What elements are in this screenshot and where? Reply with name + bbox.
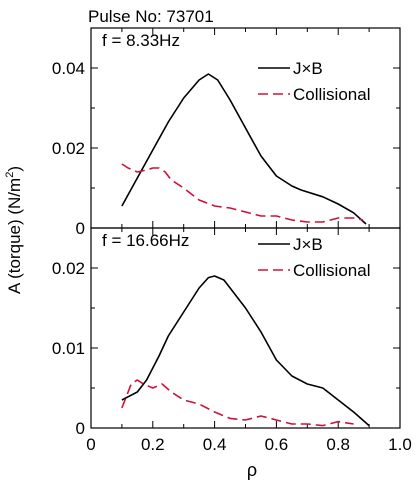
legend-label: Collisional	[293, 261, 370, 280]
pulse-number-label: Pulse No: 73701	[88, 7, 214, 26]
legend-label: Collisional	[293, 85, 370, 104]
series-line-collisional	[121, 163, 364, 223]
frequency-annotation: f = 16.66Hz	[102, 231, 189, 250]
legend: J×B Collisional	[258, 59, 370, 104]
x-tick-label: 0	[86, 435, 95, 454]
y-tick-label: 0.02	[52, 139, 85, 158]
y-axis-label-superscript: 2	[4, 172, 16, 178]
y-tick-label: 0.01	[52, 339, 85, 358]
plot-frame	[90, 227, 401, 429]
y-tick-label: 0.02	[52, 259, 85, 278]
x-tick-label: 0.8	[326, 435, 350, 454]
series-line-collisional	[121, 379, 354, 427]
frequency-annotation: f = 8.33Hz	[102, 31, 180, 50]
x-tick-label: 0.2	[141, 435, 165, 454]
top-panel-8-33hz: 0 0.02 0.04 f = 8.33Hz J×B Collisional	[52, 27, 401, 238]
y-tick-label: 0	[76, 219, 85, 238]
bottom-panel-16-66hz: 0 0.2 0.4 0.6 0.8 1.0 0 0.01 0.02 f = 16.66Hz J×B C…	[52, 227, 412, 454]
legend-label: J×B	[293, 59, 323, 78]
legend: J×B Collisional	[258, 235, 370, 280]
x-tick-label: 1.0	[388, 435, 412, 454]
series-line-jxb	[121, 73, 367, 225]
x-axis-label: ρ	[247, 460, 257, 480]
series-line-jxb	[121, 275, 370, 427]
y-axis-label-text: A (torque) (N/m	[5, 178, 24, 294]
legend-label: J×B	[293, 235, 323, 254]
y-tick-label: 0.04	[52, 59, 85, 78]
x-tick-label: 0.4	[203, 435, 227, 454]
svg-text:A (torque) (N/m2): A (torque) (N/m2)	[4, 166, 24, 294]
y-axis-label-close: )	[5, 166, 24, 172]
x-tick-label: 0.6	[265, 435, 289, 454]
y-axis-label: A (torque) (N/m2)	[4, 166, 24, 294]
y-tick-label: 0	[76, 419, 85, 438]
